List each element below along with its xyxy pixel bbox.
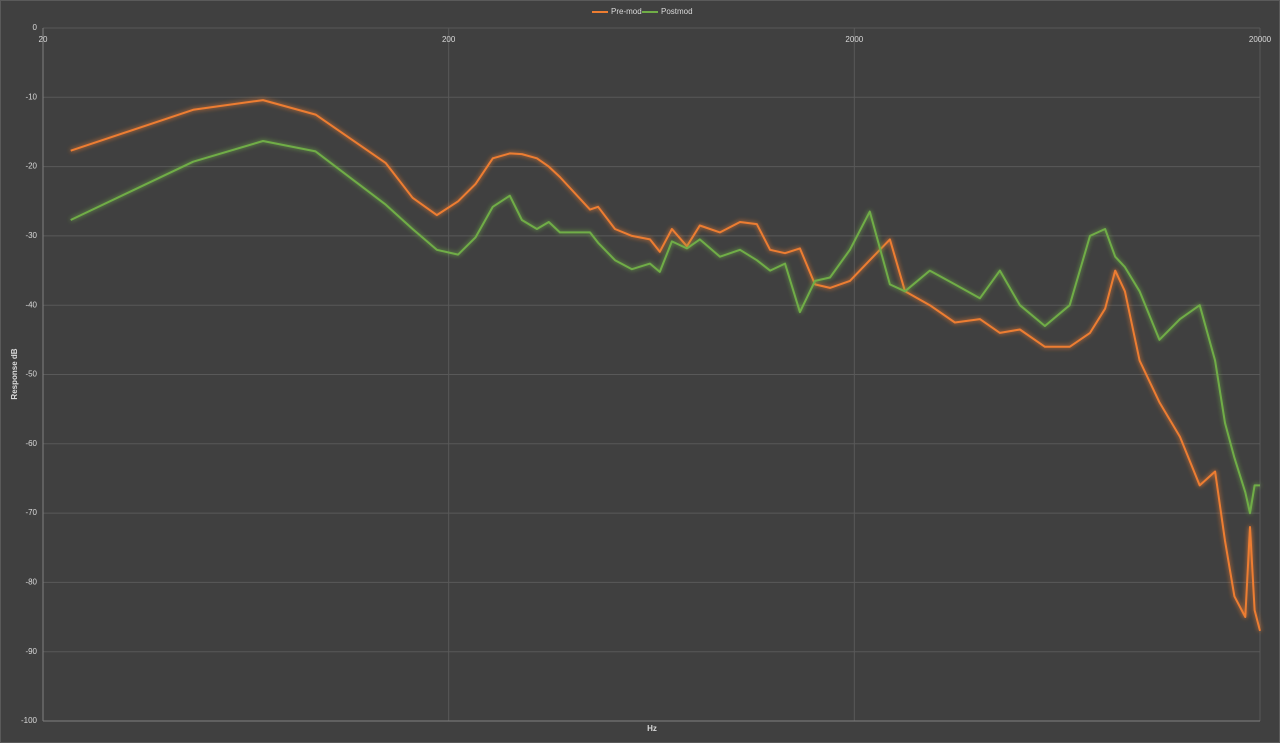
- y-tick-label: 0: [33, 23, 38, 32]
- y-axis-label: Response dB: [10, 348, 19, 399]
- x-tick-label: 200: [442, 35, 456, 44]
- legend-label: Pre-mod: [611, 7, 642, 16]
- y-tick-label: -10: [25, 92, 37, 101]
- y-tick-label: -100: [21, 716, 38, 725]
- legend-label: Postmod: [661, 7, 693, 16]
- series-line: [70, 140, 1260, 515]
- x-axis-label: Hz: [647, 724, 657, 733]
- y-tick-label: -50: [25, 370, 37, 379]
- y-tick-label: -20: [25, 162, 37, 171]
- y-tick-label: -80: [25, 578, 37, 587]
- y-tick-label: -40: [25, 300, 37, 309]
- y-tick-label: -30: [25, 231, 37, 240]
- y-tick-label: -70: [25, 508, 37, 517]
- y-tick-label: -60: [25, 439, 37, 448]
- x-tick-label: 2000: [845, 35, 863, 44]
- y-tick-label: -90: [25, 647, 37, 656]
- x-tick-label: 20000: [1249, 35, 1272, 44]
- series-line: [70, 99, 1261, 632]
